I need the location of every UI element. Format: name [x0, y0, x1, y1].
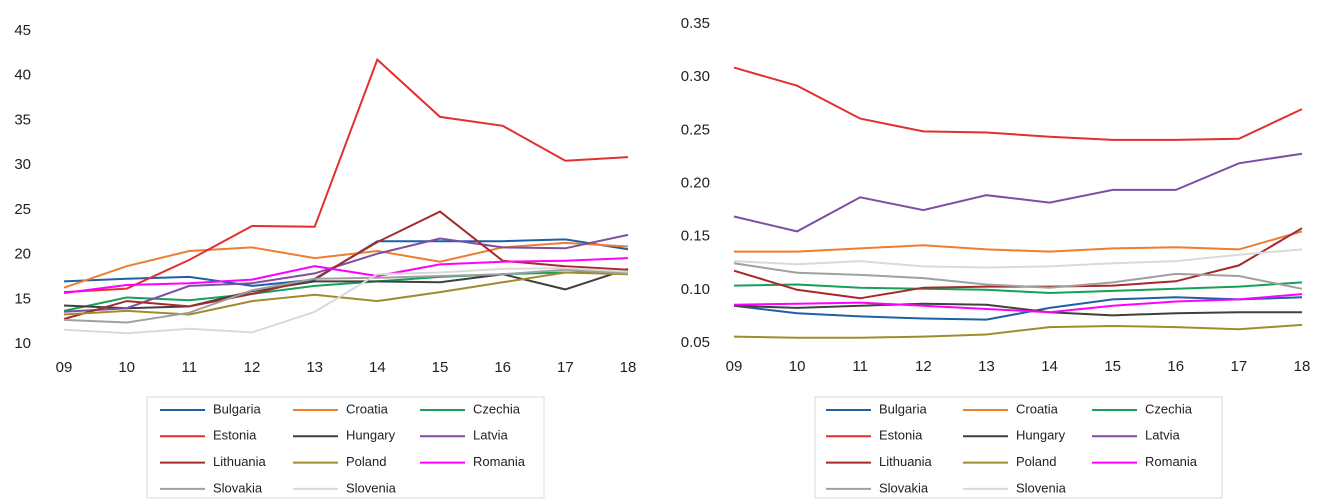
legend-label: Croatia: [1016, 401, 1059, 416]
legend-label: Croatia: [346, 401, 389, 416]
x-tick-label: 12: [915, 358, 932, 375]
series-line: [733, 293, 1303, 314]
legend-label: Hungary: [346, 428, 396, 443]
x-tick-label: 17: [557, 359, 574, 376]
series-line: [63, 266, 629, 335]
legend-label: Latvia: [473, 428, 508, 443]
legend-label: Czechia: [473, 401, 521, 416]
series-line: [63, 57, 629, 294]
series-line: [63, 268, 629, 324]
x-tick-label: 13: [306, 359, 323, 376]
x-tick-label: 16: [494, 359, 511, 376]
x-tick-label: 18: [620, 359, 637, 376]
x-tick-label: 09: [726, 358, 743, 375]
legend-label: Estonia: [213, 428, 257, 443]
legend-box: [814, 396, 1223, 499]
series-line: [733, 296, 1303, 321]
legend-label: Bulgaria: [213, 401, 261, 416]
y-tick-label: 0.10: [681, 281, 710, 298]
y-tick-label: 40: [14, 67, 31, 84]
legend-label: Bulgaria: [879, 401, 927, 416]
x-tick-label: 11: [852, 358, 868, 375]
x-tick-label: 15: [432, 359, 449, 376]
y-tick-label: 0.15: [681, 228, 710, 245]
y-tick-label: 45: [14, 22, 31, 39]
y-tick-label: 30: [14, 156, 31, 173]
x-tick-label: 09: [56, 359, 73, 376]
series-line: [733, 302, 1302, 317]
y-tick-label: 10: [14, 335, 31, 352]
legend-label: Romania: [473, 454, 526, 469]
legend-label: Hungary: [1016, 428, 1066, 443]
legend-label: Czechia: [1145, 401, 1193, 416]
series-line: [733, 248, 1303, 269]
series-line: [733, 66, 1303, 141]
legend-label: Poland: [346, 454, 386, 469]
legend-label: Lithuania: [879, 454, 933, 469]
legend-label: Lithuania: [213, 454, 267, 469]
y-tick-label: 0.20: [681, 174, 710, 191]
legend-box: [146, 396, 545, 499]
y-tick-label: 0.25: [681, 121, 710, 138]
legend-label: Slovakia: [213, 480, 263, 495]
x-tick-label: 14: [1041, 358, 1058, 375]
y-tick-label: 25: [14, 201, 31, 218]
y-tick-label: 20: [14, 246, 31, 263]
y-tick-label: 15: [14, 290, 31, 307]
y-tick-label: 35: [14, 111, 31, 128]
x-tick-label: 10: [789, 358, 806, 375]
series-line: [63, 271, 629, 316]
series-line: [63, 233, 629, 313]
series-line: [733, 281, 1303, 295]
x-tick-label: 15: [1104, 358, 1121, 375]
x-tick-label: 11: [182, 359, 198, 376]
y-tick-label: 0.05: [681, 334, 710, 351]
x-tick-label: 16: [1167, 358, 1184, 375]
series-line: [63, 271, 628, 312]
x-tick-label: 10: [118, 359, 135, 376]
x-tick-label: 17: [1231, 358, 1248, 375]
series-line: [733, 152, 1303, 233]
x-tick-label: 18: [1294, 358, 1311, 375]
x-tick-label: 14: [369, 359, 386, 376]
x-tick-label: 12: [244, 359, 261, 376]
x-tick-label: 13: [978, 358, 995, 375]
series-line: [733, 323, 1303, 339]
legend-label: Poland: [1016, 454, 1056, 469]
legend-label: Slovenia: [346, 480, 397, 495]
legend-label: Estonia: [879, 428, 923, 443]
series-line: [733, 262, 1303, 290]
y-tick-label: 0.30: [681, 68, 710, 85]
series-line: [63, 257, 629, 294]
series-line: [734, 230, 1303, 253]
series-line: [63, 210, 629, 320]
legend-label: Slovenia: [1016, 480, 1067, 495]
y-tick-label: 0.35: [681, 15, 710, 32]
series-line: [63, 241, 629, 289]
legend-label: Latvia: [1145, 428, 1180, 443]
series-line: [63, 267, 629, 310]
legend-label: Romania: [1145, 454, 1198, 469]
legend-label: Slovakia: [879, 480, 929, 495]
